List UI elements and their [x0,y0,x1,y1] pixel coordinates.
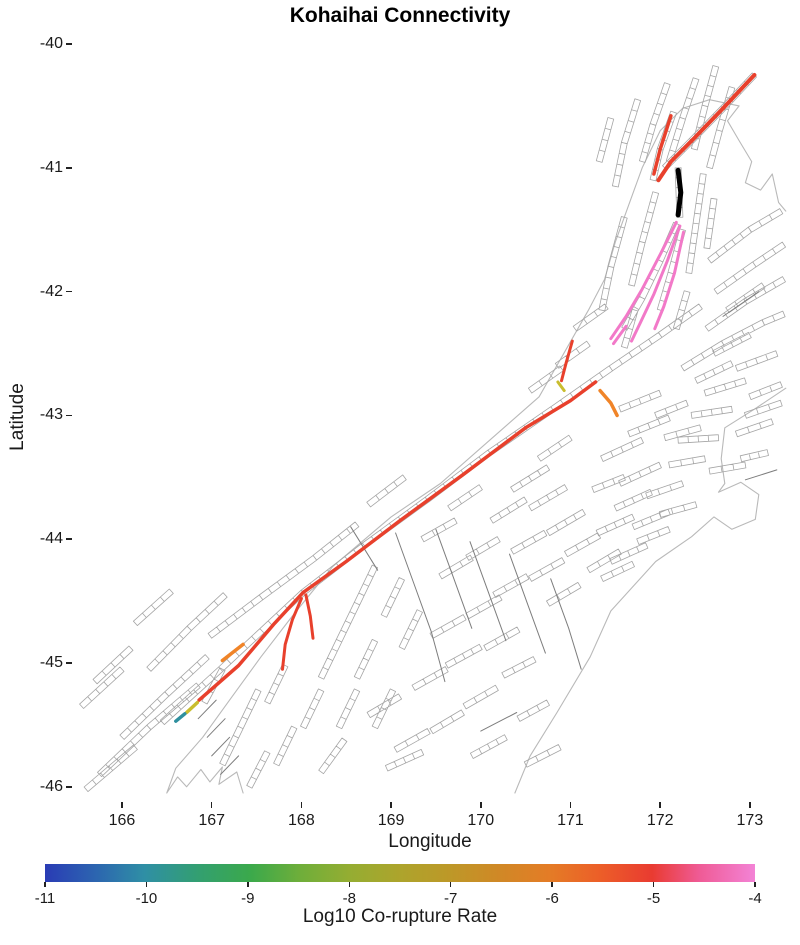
colorbar-tick-mark [449,882,452,887]
x-tick-mark [749,802,751,808]
colorbar-tick-label: -6 [545,890,559,907]
y-tick-label: -45 [39,654,63,671]
colorbar-tick-label: -10 [135,890,158,907]
x-tick-label: 169 [377,812,405,829]
x-tick-label: 172 [646,812,674,829]
fault-orange-mid [598,388,619,418]
y-tick-mark [66,167,72,169]
x-axis-title: Longitude [388,831,472,852]
colorbar-tick-label: -5 [646,890,661,907]
fault-pink-4 [612,324,628,346]
x-tick-label: 173 [736,812,764,829]
x-tick-mark [390,802,392,808]
fault-branch-east [304,593,315,640]
x-tick-label: 166 [108,812,136,829]
x-tick-label: 171 [557,812,584,829]
x-tick-label: 168 [288,812,315,829]
y-tick-label: -42 [39,282,63,300]
x-tick-mark [121,802,123,808]
colorbar-tick-mark [754,882,756,887]
colorbar-tick-label: -8 [342,890,356,907]
y-tick-label: -44 [39,530,63,548]
colorbar-tick-label: -7 [444,890,458,907]
y-tick-label: -43 [39,406,63,424]
fault-ne-curve [656,73,757,183]
fault-branch-south [281,597,303,671]
colorbar-tick-mark [44,882,46,887]
x-tick-mark [300,802,303,808]
x-tick-mark [659,802,661,808]
fault-pink-2 [630,224,682,343]
colorbar-tick-label: -11 [34,890,56,907]
fault-alpine-main [197,380,598,702]
fault-orange-sw [220,642,245,663]
coastline [166,99,787,794]
fault-red-mid [560,339,574,383]
y-tick-mark [66,538,72,540]
fault-teal-sw [174,712,187,723]
colorbar-title: Log10 Co-rupture Rate [302,906,498,927]
colorbar-gradient [45,864,755,882]
fault-pink-1 [609,220,678,341]
y-tick-mark [66,786,72,788]
y-tick-label: -41 [39,158,63,176]
x-tick-mark [210,802,213,808]
colorbar-tick-mark [652,882,655,887]
fault-yellow-sw [184,700,200,715]
target-fault-kohaihai [675,167,684,218]
x-tick-label: 167 [198,812,226,829]
x-tick-label: 170 [467,812,495,829]
colorbar-tick-mark [348,882,351,887]
chart-title: Kohaihai Connectivity [289,4,511,27]
colorbar-tick-mark [551,882,553,887]
colorbar-tick-label: -4 [748,890,762,907]
fault-ne-short [652,114,673,176]
y-tick-label: -40 [39,35,63,52]
y-tick-mark [66,290,72,293]
map-plot [73,32,787,802]
fault-yellow-mid [556,380,566,393]
y-tick-mark [66,414,72,417]
x-tick-mark [569,802,572,808]
fault-pink-3 [653,230,685,331]
y-tick-label: -46 [39,777,63,795]
y-tick-mark [66,43,72,45]
y-tick-mark [66,662,72,664]
x-tick-mark [480,802,482,808]
colorbar-tick-mark [145,882,148,887]
colorbar-tick-label: -9 [241,890,255,907]
fault-traces [197,291,778,775]
colorbar-tick-mark [247,882,249,887]
